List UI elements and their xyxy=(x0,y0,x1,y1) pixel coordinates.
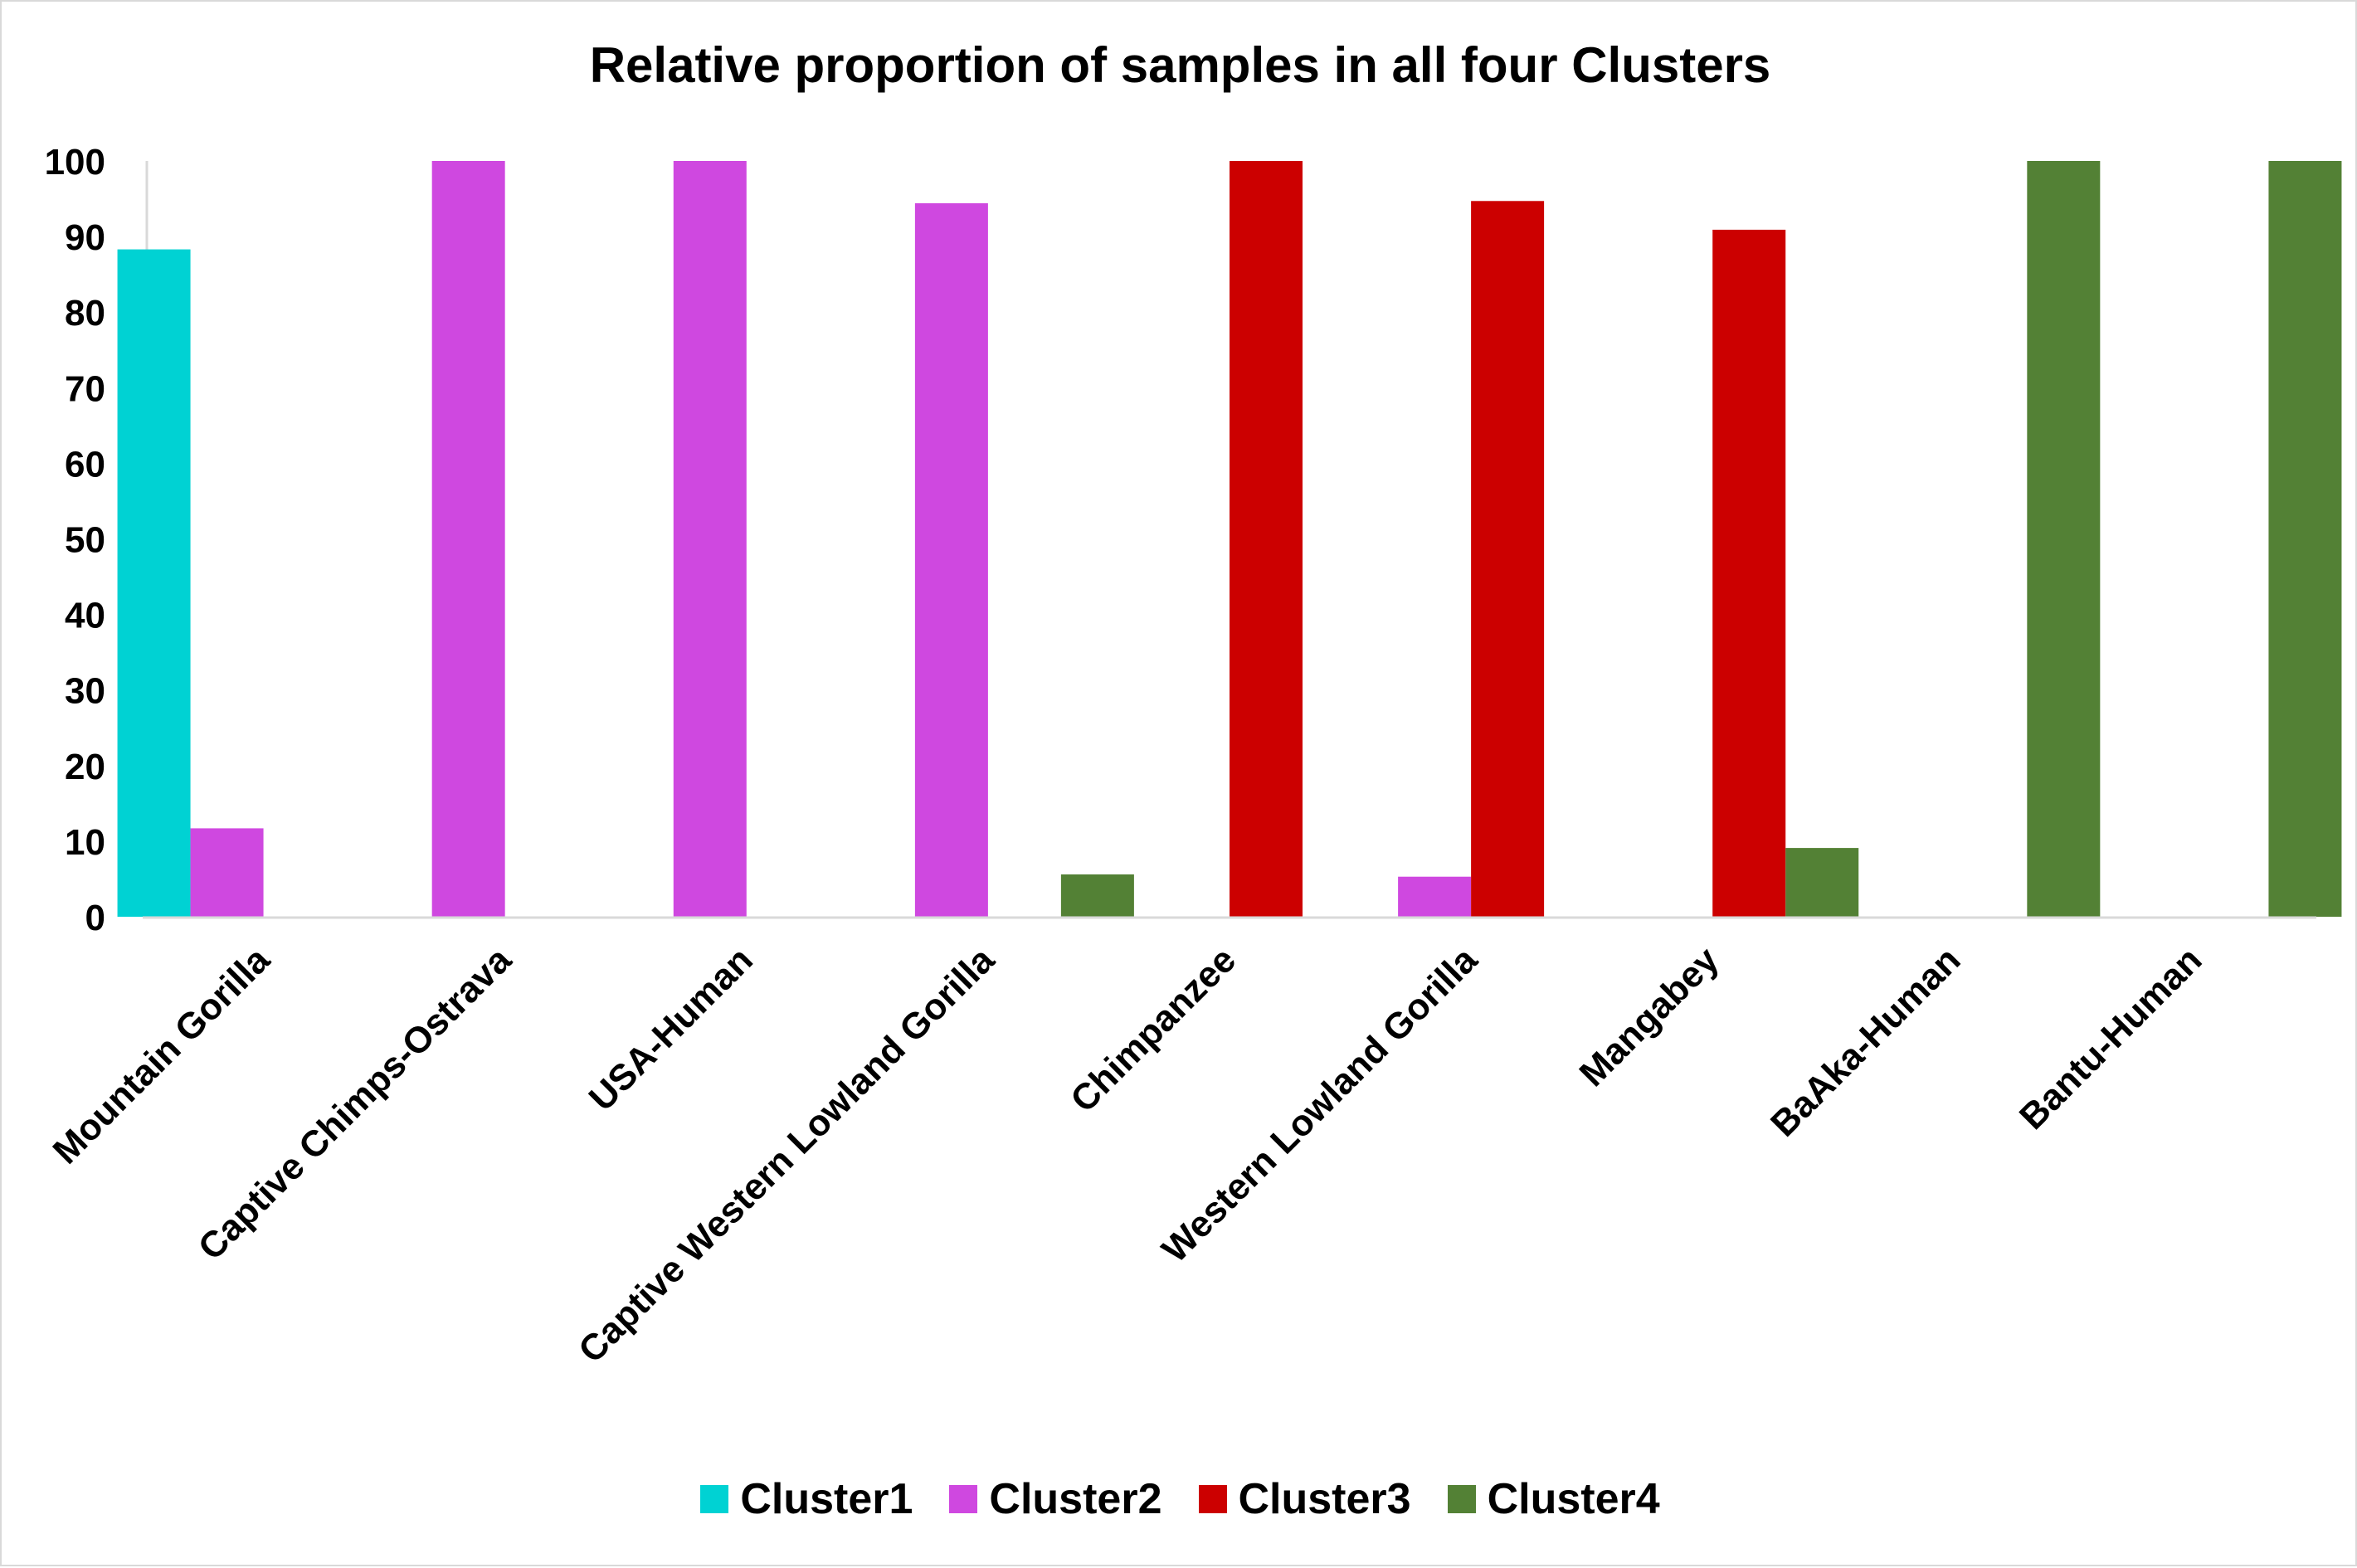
y-tick-label: 30 xyxy=(65,671,105,712)
legend-swatch xyxy=(700,1485,729,1513)
bar-cluster2-4 xyxy=(914,203,988,918)
y-tick-label: 0 xyxy=(85,898,105,938)
y-axis: 0 10 20 30 40 50 60 70 80 90 100 xyxy=(45,142,149,938)
legend-swatch xyxy=(949,1485,978,1513)
bar-cluster2-6 xyxy=(1398,876,1472,917)
y-tick-label: 10 xyxy=(65,822,105,863)
bar-cluster3-6 xyxy=(1471,201,1545,917)
y-tick-label: 60 xyxy=(65,444,105,485)
y-tick-label: 100 xyxy=(45,142,105,183)
x-tick-label: USA-Human xyxy=(582,939,761,1118)
y-tick-label: 70 xyxy=(65,368,105,409)
legend-item-cluster2: Cluster2 xyxy=(949,1474,1162,1524)
bar-cluster4-8 xyxy=(2027,161,2101,917)
x-tick-label: Mountain Gorilla xyxy=(46,939,278,1171)
y-tick-label: 80 xyxy=(65,293,105,334)
bar-cluster4-4 xyxy=(1060,874,1134,917)
bar-cluster1-1 xyxy=(117,249,191,917)
legend-label: Cluster3 xyxy=(1238,1475,1411,1523)
y-tick-label: 50 xyxy=(65,520,105,561)
bar-cluster2-2 xyxy=(431,161,505,917)
x-tick-label: Captive Western Lowland Gorilla xyxy=(571,939,1002,1371)
bars xyxy=(117,161,2342,918)
x-tick-label: Chimpanzee xyxy=(1063,939,1244,1120)
chart-title: Relative proportion of samples in all fo… xyxy=(589,37,1771,93)
legend-label: Cluster1 xyxy=(740,1475,913,1523)
bar-cluster2-3 xyxy=(673,161,747,917)
bar-cluster3-7 xyxy=(1712,229,1786,917)
legend-swatch xyxy=(1198,1485,1227,1513)
legend-item-cluster4: Cluster4 xyxy=(1447,1474,1660,1524)
legend: Cluster1 Cluster2 Cluster3 Cluster4 xyxy=(2,1474,2357,1524)
bar-cluster4-7 xyxy=(1785,848,1859,917)
legend-label: Cluster2 xyxy=(989,1475,1162,1523)
x-tick-label: Mangabey xyxy=(1571,939,1726,1094)
bar-cluster3-5 xyxy=(1230,161,1303,917)
legend-item-cluster3: Cluster3 xyxy=(1198,1474,1411,1524)
bar-cluster2-1 xyxy=(190,828,264,917)
y-tick-label: 90 xyxy=(65,217,105,258)
legend-label: Cluster4 xyxy=(1487,1475,1660,1523)
legend-item-cluster1: Cluster1 xyxy=(700,1474,913,1524)
y-tick-label: 40 xyxy=(65,596,105,636)
legend-swatch xyxy=(1447,1485,1476,1513)
x-tick-label: BaAka-Human xyxy=(1763,939,1968,1144)
x-tick-label: Bantu-Human xyxy=(2012,939,2210,1137)
bar-cluster4-9 xyxy=(2268,161,2342,917)
y-tick-label: 20 xyxy=(65,747,105,787)
